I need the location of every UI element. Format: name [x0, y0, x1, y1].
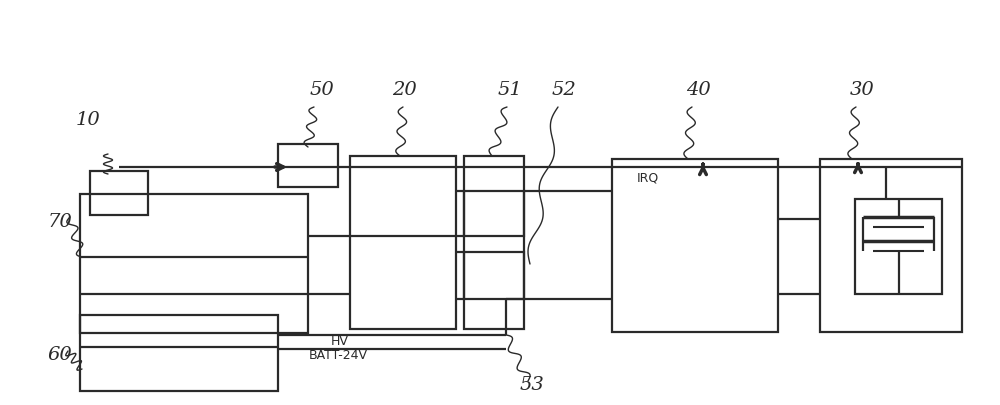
Text: IRQ: IRQ — [637, 171, 659, 184]
Text: HV: HV — [331, 335, 349, 347]
Text: 51: 51 — [498, 81, 522, 99]
Text: 40: 40 — [686, 81, 710, 99]
Text: BATT-24V: BATT-24V — [308, 349, 368, 362]
Text: 60: 60 — [48, 345, 72, 363]
Bar — [464, 157, 524, 329]
Bar — [855, 200, 942, 294]
Text: 30: 30 — [850, 81, 874, 99]
Bar — [278, 145, 338, 188]
Bar — [612, 160, 778, 332]
Bar — [820, 160, 962, 332]
Bar — [464, 192, 524, 237]
Text: 52: 52 — [552, 81, 576, 99]
Bar — [464, 252, 524, 299]
Text: 70: 70 — [48, 213, 72, 230]
Text: 20: 20 — [392, 81, 416, 99]
Bar — [80, 194, 308, 333]
Text: 50: 50 — [310, 81, 334, 99]
Bar — [90, 172, 148, 215]
Text: 53: 53 — [520, 375, 544, 393]
Text: 10: 10 — [76, 111, 100, 129]
Bar — [80, 315, 278, 391]
Bar — [350, 157, 456, 329]
